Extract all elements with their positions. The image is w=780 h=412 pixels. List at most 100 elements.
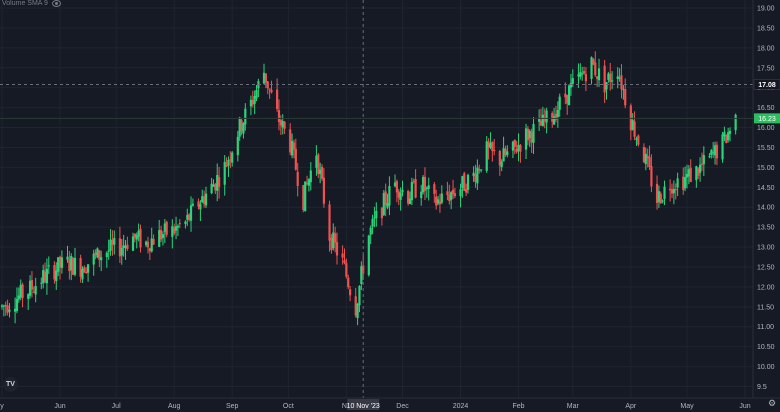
candle-body	[332, 232, 335, 249]
candle-body	[725, 134, 728, 144]
candle-body	[592, 59, 595, 65]
candle-body	[111, 239, 114, 245]
candle-body	[597, 68, 601, 81]
candle-body	[96, 248, 99, 258]
candle-body	[532, 123, 535, 143]
candle-body	[178, 223, 181, 225]
x-tick-label: Jun	[54, 403, 65, 410]
candle-body	[713, 145, 717, 156]
candle-body	[253, 96, 256, 104]
candle-body	[541, 114, 544, 126]
candle-body	[620, 75, 623, 90]
eye-icon[interactable]	[51, 0, 61, 7]
candle-body	[216, 175, 219, 191]
candle-body	[579, 72, 582, 77]
candle-body	[371, 218, 374, 227]
candle-body	[176, 225, 180, 228]
candle-body	[186, 214, 189, 220]
x-tick-label: Dec	[396, 403, 409, 410]
candle-body	[204, 193, 208, 206]
x-tick-label: 2024	[453, 403, 469, 410]
candle-body	[60, 257, 63, 268]
candle-body	[343, 260, 346, 263]
candle-body	[238, 117, 241, 137]
x-tick-label: Jun	[739, 403, 750, 410]
candle-body	[684, 177, 687, 189]
candle-body	[584, 74, 588, 82]
candle-body	[655, 183, 659, 203]
crosshair-date-box	[347, 399, 380, 410]
candle-body	[493, 149, 496, 152]
candle-body	[43, 271, 47, 282]
candle-body	[545, 110, 548, 123]
candle-body	[290, 140, 294, 156]
candle-body	[289, 129, 292, 153]
candle-body	[513, 139, 516, 147]
candle-body	[450, 192, 453, 200]
candle-body	[435, 196, 438, 206]
candle-body	[217, 177, 221, 187]
candle-body	[723, 131, 726, 137]
candle-body	[330, 237, 333, 251]
candle-body	[184, 221, 187, 224]
candle-body	[0, 305, 4, 307]
candle-body	[131, 236, 135, 251]
candle-body	[341, 253, 344, 258]
x-tick-label: y	[0, 403, 4, 410]
x-tick-label: Sep	[226, 403, 239, 410]
candle-body	[611, 80, 614, 82]
candle-body	[397, 191, 400, 198]
candle-body	[605, 82, 608, 90]
candle-body	[100, 257, 103, 261]
candle-body	[279, 119, 282, 126]
candle-body	[567, 85, 571, 106]
candle-body	[463, 173, 466, 191]
candle-body	[21, 284, 24, 299]
candle-body	[229, 159, 232, 161]
candle-body	[302, 185, 305, 211]
candle-body	[68, 259, 71, 272]
candle-body	[126, 244, 129, 249]
candle-body	[663, 186, 666, 199]
candle-body	[360, 266, 363, 285]
candle-body	[292, 142, 296, 150]
candle-body	[304, 181, 307, 212]
candle-body	[14, 308, 17, 312]
candle-body	[113, 238, 116, 245]
candle-body	[296, 171, 299, 187]
last-price-box	[754, 113, 780, 124]
candle-body	[283, 121, 286, 129]
candle-body	[566, 95, 569, 104]
candle-body	[171, 226, 174, 237]
candle-body	[45, 268, 49, 284]
y-tick-label: 17.50	[757, 65, 775, 72]
y-tick-label: 18.50	[757, 25, 775, 32]
candle-body	[603, 65, 606, 93]
candle-body	[734, 114, 737, 131]
candle-body	[635, 138, 638, 140]
tradingview-logo[interactable]: TV	[3, 377, 18, 392]
candle-body	[388, 185, 391, 206]
candle-body	[107, 250, 110, 252]
candle-body	[408, 198, 412, 205]
crosshair-price-label: 17.08	[758, 82, 776, 89]
indicator-legend[interactable]: Volume SMA 9	[2, 0, 61, 7]
candle-body	[133, 233, 136, 238]
candle-body	[682, 176, 685, 190]
candle-body	[582, 71, 586, 74]
candle-body	[622, 89, 625, 91]
indicator-label: Volume SMA 9	[2, 0, 48, 7]
candle-body	[669, 188, 672, 191]
candle-body	[412, 181, 415, 183]
candle-body	[393, 182, 397, 187]
candle-body	[354, 296, 357, 316]
candle-body	[15, 298, 19, 311]
gear-icon[interactable]: ⚙	[767, 398, 777, 408]
candle-body	[345, 263, 348, 277]
candle-body	[73, 258, 77, 275]
candle-body	[672, 188, 675, 194]
candle-body	[276, 89, 279, 110]
candle-body	[347, 277, 350, 288]
candles	[0, 51, 737, 326]
